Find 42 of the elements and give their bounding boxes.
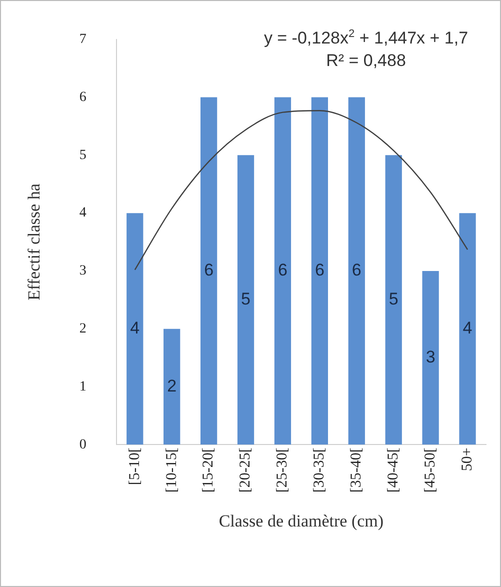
bar xyxy=(459,213,476,445)
bar xyxy=(126,213,144,445)
x-tick-label: [5-10[ xyxy=(126,448,143,486)
y-tick-label: 0 xyxy=(79,437,86,452)
x-tick-label: [25-30[ xyxy=(274,448,291,493)
y-tick-label: 1 xyxy=(79,379,86,394)
bar xyxy=(200,97,218,445)
y-axis-title: Effectif classe ha xyxy=(24,183,44,300)
x-tick-label: [40-45[ xyxy=(386,448,402,493)
data-label: 6 xyxy=(204,260,214,280)
data-label: 2 xyxy=(167,376,177,396)
data-label: 5 xyxy=(241,290,250,309)
x-tick-label: 50+ xyxy=(459,448,476,472)
data-label: 6 xyxy=(278,260,288,280)
bar xyxy=(237,155,254,445)
y-tick-label: 3 xyxy=(79,264,86,279)
bar xyxy=(385,155,402,445)
bar xyxy=(348,97,365,445)
x-tick-label: [30-35[ xyxy=(312,448,328,493)
annotation: R² = 0,488 xyxy=(325,50,407,72)
x-tick-label: [10-15[ xyxy=(164,448,180,493)
x-tick-label: [35-40[ xyxy=(348,448,365,493)
data-label: 4 xyxy=(462,318,472,338)
data-label: 6 xyxy=(314,260,324,280)
bar xyxy=(422,270,439,445)
bar xyxy=(164,328,180,445)
y-tick-label: 6 xyxy=(79,90,86,105)
x-tick-label: [15-20[ xyxy=(200,448,217,493)
data-label: 6 xyxy=(352,260,362,280)
x-tick-label: [20-25[ xyxy=(238,448,254,493)
bar xyxy=(311,97,328,445)
data-label: 3 xyxy=(426,347,436,366)
y-tick-label: 4 xyxy=(79,206,86,221)
y-tick-label: 7 xyxy=(79,32,86,48)
data-label: 5 xyxy=(388,290,398,309)
annotation: y = -0,128x$^{2}$ + 1,447x + 1,7 xyxy=(262,27,470,50)
x-tick-label: [45-50[ xyxy=(422,448,438,493)
data-label: 4 xyxy=(130,318,140,338)
bar xyxy=(274,97,292,445)
y-tick-label: 5 xyxy=(79,148,86,163)
y-tick-label: 2 xyxy=(79,322,86,337)
x-axis-title: Classe de diamètre (cm) xyxy=(218,511,384,530)
